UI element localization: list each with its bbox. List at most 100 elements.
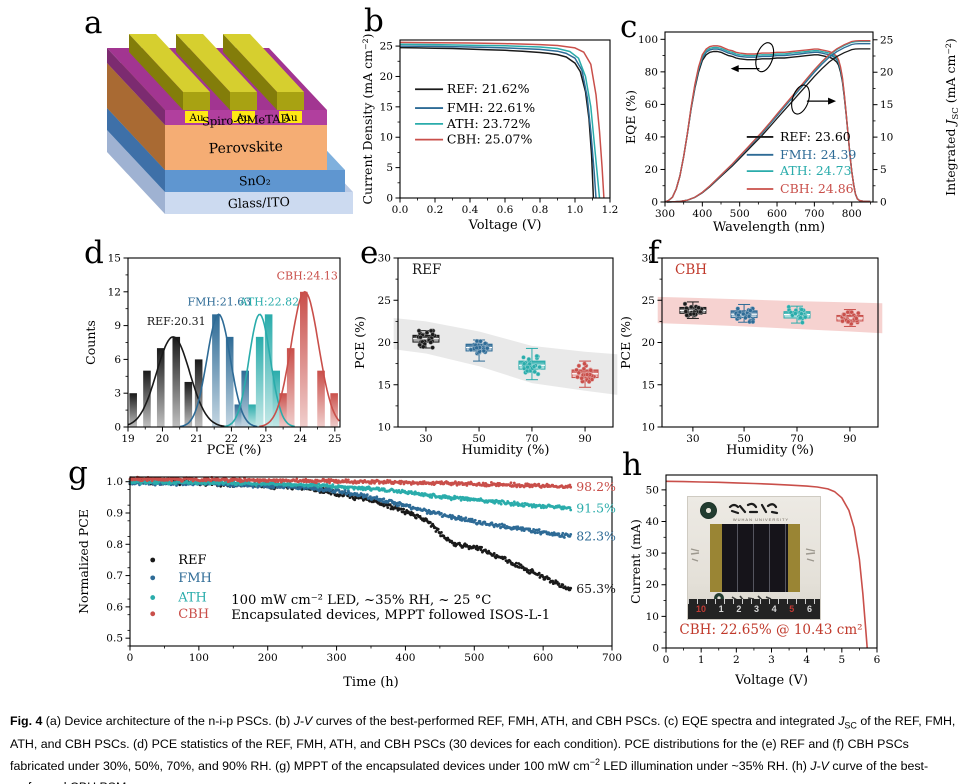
- small-logo-icon: [714, 593, 724, 603]
- axes: 30 50 70 90 10 15 20 25 30 Humidity (%) PCE (%): [352, 253, 614, 458]
- data-point: [428, 328, 434, 334]
- y-tick-label: 25: [642, 295, 655, 307]
- condition-tag: REF: [412, 262, 441, 278]
- series-CBH: [128, 475, 573, 489]
- y-tick-label: 10: [642, 422, 655, 434]
- x-tick-label: 5: [838, 654, 845, 666]
- data-point: [521, 355, 526, 360]
- box-groups: [412, 328, 599, 388]
- axes: 19 20 21 22 23 24 25 0 3 6 9 12 15 PCE (%) Counts: [83, 253, 342, 459]
- caption-j-italic: J: [838, 714, 845, 729]
- caption-text: of the REF, FMH, ATH, and CBH PSCs. (d) …: [10, 714, 956, 774]
- y-axis-label: Counts: [83, 320, 98, 365]
- data-point: [737, 309, 743, 315]
- perovskite-front: [165, 125, 327, 170]
- legend-entry: CBH: 25.07%: [447, 132, 533, 147]
- panel-letter-d: d: [84, 235, 104, 271]
- y-tick-label: 0: [386, 193, 393, 205]
- data-point: [481, 348, 487, 354]
- panel-tag: REF: [412, 262, 441, 278]
- panel-letter-g: g: [68, 455, 88, 491]
- y-tick-label: 5: [386, 162, 393, 174]
- layer-label-spiro: Spiro-OMeTAD: [202, 111, 290, 128]
- ruler-number: 6: [806, 604, 812, 614]
- legend-entry: CBH: [178, 607, 209, 622]
- data-point: [526, 356, 532, 362]
- right-y-tick-label: 20: [880, 67, 893, 79]
- y-tick-label: 10: [378, 422, 391, 434]
- x-tick-label: 19: [121, 433, 134, 445]
- y-tick-label: 10: [646, 611, 659, 623]
- hist-bar: [194, 359, 203, 427]
- hist-bar: [286, 348, 295, 427]
- y-tick-label: 30: [378, 253, 391, 265]
- au-label: Au: [282, 112, 298, 124]
- x-axis-label: PCE (%): [207, 443, 262, 458]
- ruler-number: 1: [718, 604, 724, 614]
- data-point: [798, 315, 803, 320]
- condition-tag: CBH: [675, 262, 707, 278]
- data-point: [799, 307, 804, 312]
- trend-band: [657, 296, 883, 334]
- x-tick-label: 20: [156, 433, 169, 445]
- right-y-tick-label: 25: [880, 34, 893, 46]
- figure-caption: Fig. 4 (a) Device architecture of the n-…: [10, 711, 958, 784]
- data-point: [575, 374, 580, 380]
- series: [664, 40, 871, 203]
- data-point: [748, 308, 753, 313]
- series-line: [399, 46, 595, 199]
- y-tick-label: 15: [108, 253, 121, 265]
- x-axis-label: Humidity (%): [726, 443, 814, 458]
- data-point: [421, 344, 426, 350]
- ruler: 10 1 2 3 4 5 6: [688, 599, 820, 619]
- panel-letter-e: e: [360, 235, 379, 271]
- x-tick-label: 0: [663, 654, 670, 666]
- hist-bar: [330, 393, 338, 427]
- data-point: [735, 306, 741, 311]
- panel-letter-c: c: [620, 9, 638, 45]
- caption-text: LED illumination under ~35% RH. (h): [599, 759, 811, 774]
- x-tick-label: 300: [655, 208, 675, 220]
- series-cbh-module: [665, 480, 868, 649]
- data-point: [532, 369, 537, 375]
- y-axis-label: PCE (%): [618, 316, 633, 369]
- y-tick-label: 20: [645, 164, 658, 176]
- hist-bar: [264, 314, 273, 427]
- hist-bar: [317, 370, 325, 427]
- series-line: [399, 41, 605, 199]
- panel-tag: CBH: [675, 262, 707, 278]
- data-point: [534, 353, 540, 359]
- y-tick-label: 20: [380, 71, 393, 83]
- ruler-number: 10: [696, 604, 707, 614]
- series: [399, 41, 605, 199]
- x-tick-label: 400: [692, 208, 712, 220]
- panel-f-humidity-boxplot-cbh: 30 50 70 90 10 15 20 25 30 Humidity (%) PCE (%) CBH: [618, 253, 883, 458]
- axes: 0 1 2 3 4 5 6 0 10 20 30 40 50 Voltage (V) Current (mA…: [628, 474, 881, 688]
- data-point: [537, 364, 542, 370]
- caption-jv-italic: J-V: [810, 759, 829, 774]
- data-point: [527, 361, 532, 367]
- x-axis-label: Time (h): [343, 675, 399, 690]
- data-point: [586, 379, 592, 384]
- data-point: [531, 364, 537, 369]
- caption-text: curves of the best-performed REF, FMH, A…: [312, 714, 839, 729]
- layer-label-glass: Glass/ITO: [228, 194, 290, 211]
- legend: REF: 21.62% FMH: 22.61%ATH: 23.72%CBH: 25…: [415, 81, 535, 147]
- legend-entry: FMH: 24.39: [780, 147, 856, 162]
- arrow-right-icon: [828, 97, 837, 105]
- x-axis-label: Wavelength (nm): [713, 220, 825, 235]
- hist-bar: [272, 370, 281, 427]
- caption-text: curve of the best-performed CBH PSM.: [10, 759, 929, 784]
- au-bar-side: [176, 34, 230, 110]
- axes: 300 400 500 600 700 800020406080100Wavelength…: [623, 31, 893, 235]
- y-tick-label: 15: [642, 379, 655, 391]
- data-point: [743, 315, 748, 321]
- series-line: [665, 480, 868, 649]
- y-tick-label: 0: [652, 643, 659, 655]
- legend-entry: CBH: 24.86: [780, 181, 854, 196]
- right-y-tick-label: 5: [880, 164, 887, 176]
- y-tick-label: 9: [114, 320, 121, 332]
- data-point: [849, 309, 854, 315]
- au-bar-top: [129, 34, 210, 92]
